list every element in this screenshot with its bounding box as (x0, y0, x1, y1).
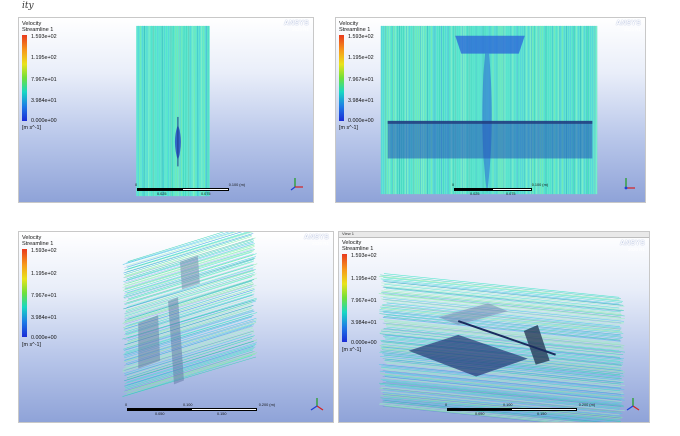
scale-bar: 0 0.100 0.200 (m) 0.050 0.150 (125, 403, 275, 418)
legend-tick-4: 3.984e+01 (348, 98, 374, 104)
scale-sub: 0.025 (470, 192, 480, 196)
legend: Velocity Streamline 1 1.593e+02 1.195e+0… (22, 235, 112, 348)
legend-unit: [m s^-1] (339, 125, 359, 131)
legend-unit: [m s^-1] (22, 342, 42, 348)
streamlines-iso-view-2 (378, 273, 626, 422)
scale-sub: 0.150 (217, 412, 227, 416)
scale-tick: 0 (135, 183, 138, 187)
scale-sub: 0.050 (475, 412, 485, 416)
streamlines-iso-view-1 (122, 232, 258, 397)
legend-tick-max: 1.593e+02 (31, 248, 57, 254)
scale-bar: 0 0.100 0.200 (m) 0.050 0.150 (445, 403, 595, 418)
legend-title: Velocity (22, 235, 42, 241)
scale-tick: 0.100 (183, 403, 193, 407)
coordinate-triad-icon (310, 398, 324, 411)
logo-version: 2020 R1 (291, 27, 309, 32)
streamlines-plan-view (380, 25, 598, 195)
ansys-logo: ANSYS 2020 R1 (283, 20, 309, 33)
legend-unit: [m s^-1] (22, 125, 42, 131)
ansys-logo: ANSYS 2020 R1 (619, 240, 645, 253)
logo-name: ANSYS (283, 20, 309, 27)
page-header: ity (22, 1, 34, 11)
coordinate-triad-icon (290, 178, 303, 191)
ansys-logo: ANSYS 2020 R1 (615, 20, 641, 33)
legend-tick-max: 1.593e+02 (348, 34, 374, 40)
colorbar (22, 249, 27, 337)
viewer-tab-strip[interactable]: View 1 (339, 232, 649, 238)
logo-version: 2020 R1 (627, 247, 645, 252)
legend-tick-2: 1.195e+02 (31, 271, 57, 277)
logo-version: 2020 R1 (311, 241, 329, 246)
scale-bar: 0 0.100 (m) 0.025 0.075 (452, 183, 548, 198)
legend-tick-min: 0.000e+00 (31, 335, 57, 341)
legend-tick-3: 7.967e+01 (351, 298, 377, 304)
scale-tick: 0 (445, 403, 448, 407)
scale-sub: 0.075 (506, 192, 516, 196)
scale-tick: 0 (452, 183, 455, 187)
scale-tick: 0.100 (m) (531, 183, 548, 187)
legend-tick-3: 7.967e+01 (31, 77, 57, 83)
legend-title: Velocity (339, 21, 359, 27)
legend: Velocity Streamline 1 1.593e+02 1.195e+0… (339, 21, 429, 131)
legend-subtitle: Streamline 1 (339, 27, 371, 34)
legend-tick-2: 1.195e+02 (351, 276, 377, 282)
scale-sub: 0.025 (157, 192, 167, 196)
coordinate-triad-icon (626, 398, 640, 411)
legend-tick-3: 7.967e+01 (31, 293, 57, 299)
scale-sub: 0.050 (155, 412, 165, 416)
legend-tick-4: 3.984e+01 (31, 315, 57, 321)
colorbar (22, 35, 27, 121)
scale-sub: 0.150 (537, 412, 547, 416)
logo-name: ANSYS (619, 240, 645, 247)
legend-subtitle: Streamline 1 (22, 27, 54, 34)
viewport-top-view[interactable]: Velocity Streamline 1 1.593e+02 1.195e+0… (18, 17, 314, 203)
legend-tick-4: 3.984e+01 (31, 98, 57, 104)
viewer-tab-label[interactable]: View 1 (342, 231, 354, 236)
legend-title: Velocity (342, 240, 362, 246)
logo-version: 2020 R1 (623, 27, 641, 32)
legend-tick-2: 1.195e+02 (348, 55, 374, 61)
viewport-iso-view-1[interactable]: Velocity Streamline 1 1.593e+02 1.195e+0… (18, 231, 334, 423)
legend-unit: [m s^-1] (342, 347, 362, 353)
legend-subtitle: Streamline 1 (342, 246, 374, 253)
scale-bar: 0 0.100 (m) 0.025 0.075 (135, 183, 245, 198)
legend-subtitle: Streamline 1 (22, 241, 54, 248)
scale-tick: 0.200 (m) (258, 403, 275, 407)
legend-tick-min: 0.000e+00 (348, 118, 374, 124)
legend-tick-min: 0.000e+00 (351, 340, 377, 346)
colorbar (342, 254, 347, 342)
logo-name: ANSYS (303, 234, 329, 241)
scale-tick: 0.100 (m) (228, 183, 245, 187)
scale-tick: 0 (125, 403, 128, 407)
ansys-logo: ANSYS 2020 R1 (303, 234, 329, 247)
viewport-iso-view-2[interactable]: View 1 Velocity Streamline 1 1.593e+02 1… (338, 231, 650, 423)
legend-tick-3: 7.967e+01 (348, 77, 374, 83)
legend-tick-min: 0.000e+00 (31, 118, 57, 124)
legend-title: Velocity (22, 21, 42, 27)
legend-tick-max: 1.593e+02 (351, 253, 377, 259)
streamlines-top-view (136, 25, 210, 197)
colorbar (339, 35, 344, 121)
viewport-plan-view[interactable]: Velocity Streamline 1 1.593e+02 1.195e+0… (335, 17, 646, 203)
legend: Velocity Streamline 1 1.593e+02 1.195e+0… (342, 240, 432, 353)
legend-tick-4: 3.984e+01 (351, 320, 377, 326)
scale-tick: 0.100 (503, 403, 513, 407)
legend: Velocity Streamline 1 1.593e+02 1.195e+0… (22, 21, 112, 131)
legend-tick-max: 1.593e+02 (31, 34, 57, 40)
coordinate-triad-icon (624, 178, 635, 190)
logo-name: ANSYS (615, 20, 641, 27)
scale-sub: 0.075 (201, 192, 211, 196)
scale-tick: 0.200 (m) (578, 403, 595, 407)
legend-tick-2: 1.195e+02 (31, 55, 57, 61)
